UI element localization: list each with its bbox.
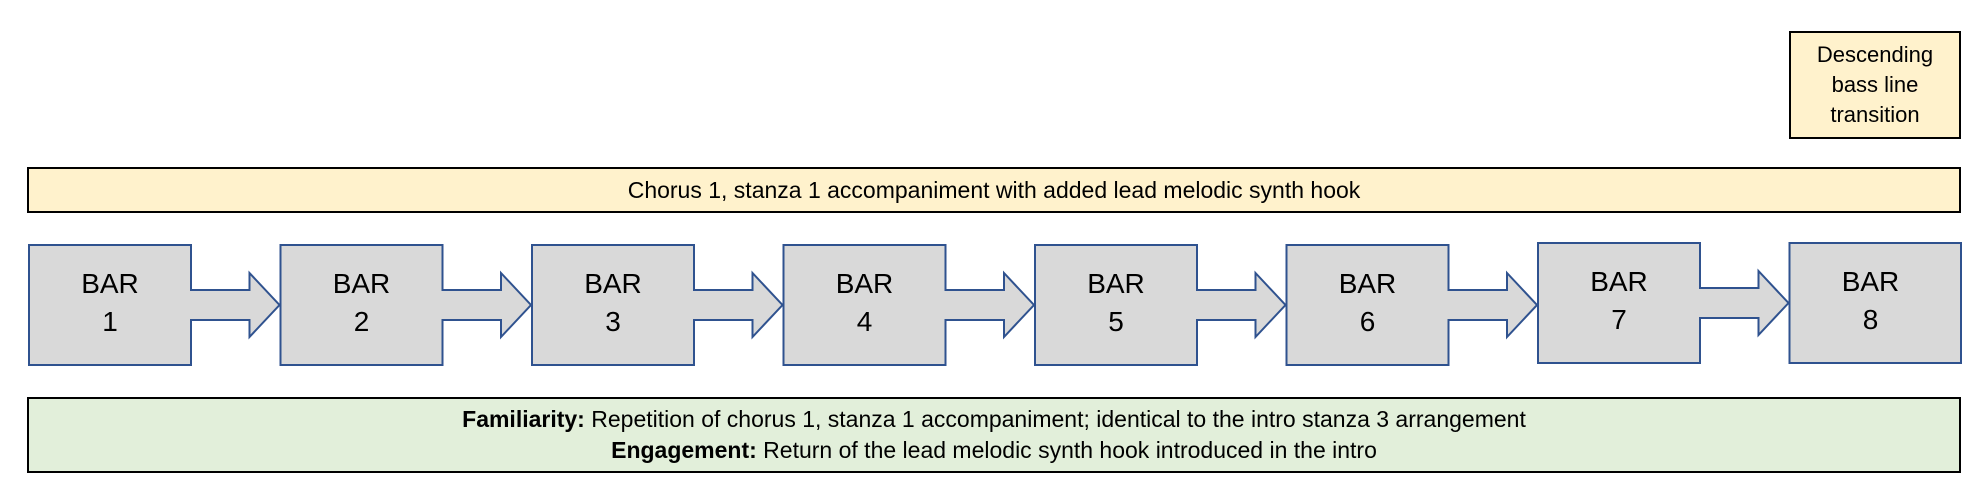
- bar-number: 4: [856, 306, 873, 337]
- transition-note-line: Descending: [1816, 42, 1934, 67]
- bar-box-with-arrow: [28, 244, 281, 366]
- transition-note-box: Descending bass line transition: [1789, 31, 1961, 139]
- bar-number: 3: [605, 306, 621, 337]
- familiarity-label: Familiarity:: [462, 406, 585, 432]
- bar-word: BAR: [332, 268, 391, 299]
- bar-number: 5: [1108, 306, 1124, 337]
- bar-box-with-arrow: [531, 244, 784, 366]
- bar-label: BAR 7: [1538, 263, 1700, 339]
- bar-box-with-arrow: [1285, 244, 1539, 366]
- bar-box-with-arrow: [279, 244, 533, 366]
- bar-word: BAR: [81, 268, 139, 299]
- engagement-line: Engagement: Return of the lead melodic s…: [611, 435, 1377, 466]
- bar-box-with-arrow: [1034, 244, 1287, 366]
- bar-label: BAR 4: [784, 265, 946, 341]
- bar-word: BAR: [1338, 268, 1397, 299]
- engagement-text: Return of the lead melodic synth hook in…: [756, 437, 1377, 463]
- familiarity-text: Repetition of chorus 1, stanza 1 accompa…: [584, 406, 1526, 432]
- bar-number: 1: [102, 306, 118, 337]
- bar-word: BAR: [1087, 268, 1145, 299]
- bar-word: BAR: [835, 268, 894, 299]
- bar-label: BAR 6: [1287, 265, 1449, 341]
- bar-number: 2: [353, 306, 370, 337]
- familiarity-line: Familiarity: Repetition of chorus 1, sta…: [462, 404, 1526, 435]
- engagement-label: Engagement:: [611, 437, 757, 463]
- transition-note-line: bass line: [1831, 72, 1919, 97]
- bar-label: BAR 5: [1035, 265, 1197, 341]
- bar-number: 7: [1611, 304, 1627, 335]
- bar-box-with-arrow: [782, 244, 1036, 366]
- bar-word: BAR: [584, 268, 642, 299]
- bar-label: BAR 2: [281, 265, 443, 341]
- bar-label: BAR 3: [532, 265, 694, 341]
- bar-number: 8: [1862, 304, 1879, 335]
- bar-label: BAR 8: [1790, 263, 1952, 339]
- bar-label: BAR 1: [29, 265, 191, 341]
- bar-box: [1788, 242, 1962, 364]
- annotation-box: Familiarity: Repetition of chorus 1, sta…: [27, 397, 1961, 473]
- bar-word: BAR: [1841, 266, 1900, 297]
- bar-number: 6: [1359, 306, 1376, 337]
- bar-word: BAR: [1590, 266, 1648, 297]
- transition-note-line: transition: [1830, 102, 1920, 127]
- section-header-box: Chorus 1, stanza 1 accompaniment with ad…: [27, 167, 1961, 213]
- section-header-text: Chorus 1, stanza 1 accompaniment with ad…: [627, 176, 1361, 203]
- bar-box-with-arrow: [1537, 242, 1790, 364]
